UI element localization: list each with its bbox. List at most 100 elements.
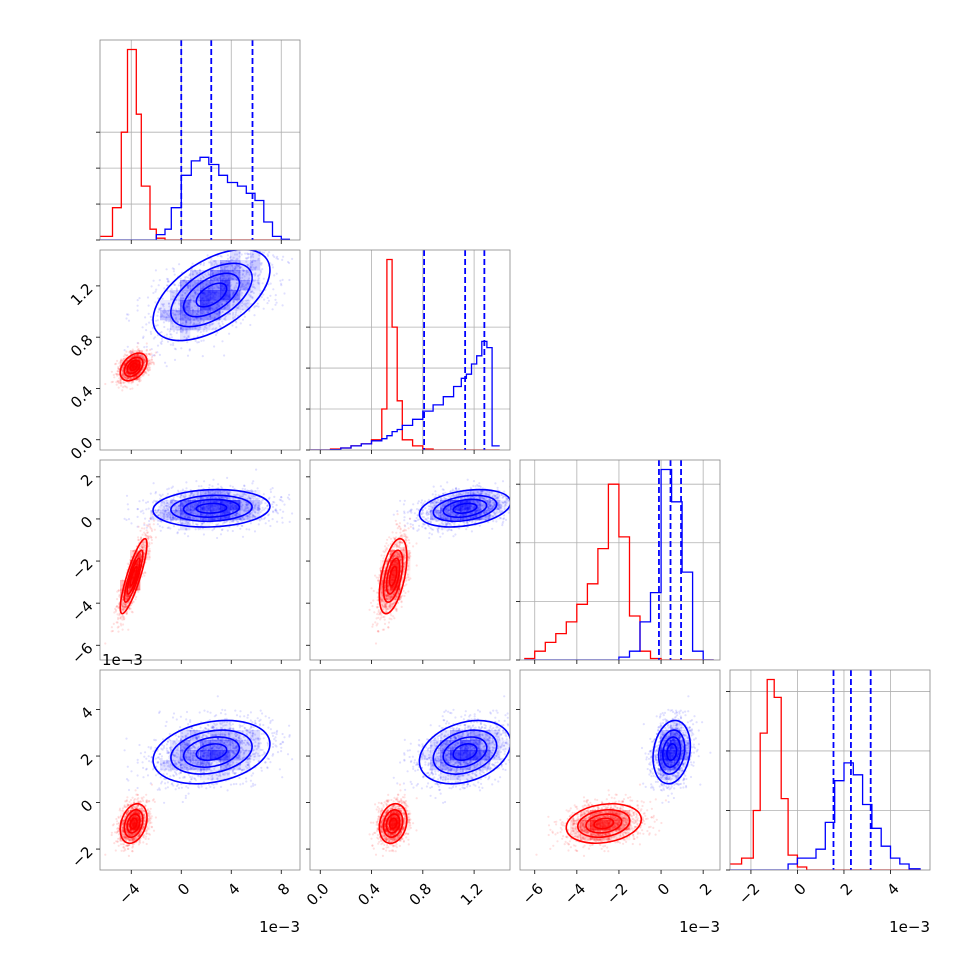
y-tick-label: 0.8 [67,331,97,361]
density-bin [140,810,151,821]
y-tick-label: 2 [77,750,96,769]
density-bin [460,500,471,511]
contour-line [418,488,510,528]
contour-line [378,802,408,845]
histogram-blue-2 [524,468,714,660]
density-bin [660,770,671,781]
density-bin [220,310,231,321]
density-bin [680,750,691,761]
hist-panel-2 [516,459,721,664]
x-tick-label: −4 [561,880,589,908]
panel-frame [99,249,301,451]
density-bin [480,750,491,761]
density-bin [250,730,261,741]
density-bin [130,350,141,361]
density-bin [220,260,231,271]
density-bin [440,730,451,741]
panel-frame [99,39,301,241]
contour-line [442,736,488,768]
density-bin [580,810,591,821]
contour-line [652,719,692,785]
density-bin [460,750,471,761]
density-bin [180,760,191,771]
density-bin [170,500,181,511]
density-bin [590,830,601,841]
x-tick-label: 1.2 [457,880,487,910]
contour-line [126,813,141,834]
density-bin [620,830,631,841]
panel-frame [309,669,511,871]
histogram-blue-3 [730,762,921,870]
panel-frame [729,669,931,871]
density-bin [200,300,211,311]
density-bin [600,810,611,821]
density-bin [490,750,501,761]
density-bin [460,510,471,521]
y-tick-label: 0.0 [67,434,97,464]
density-bin [240,750,251,761]
density-bin [470,770,481,781]
density-bin [490,730,501,741]
density-bin [200,500,211,511]
contour-line [119,537,148,615]
density-bin [230,310,241,321]
density-bin [250,290,261,301]
density-bin [200,270,211,281]
density-bin [240,490,251,501]
density-bin [230,500,241,511]
density-bin [500,740,510,751]
x-scale-label: 1e−3 [889,918,930,936]
density-bin [450,740,461,751]
density-bin [230,490,241,501]
density-bin [190,750,201,761]
contour-line [195,502,228,514]
density-bin [210,760,221,771]
contour-line [432,729,498,775]
contour-line [382,549,404,603]
x-tick-label: 0.8 [406,880,436,910]
density-bin [250,260,261,271]
x-tick-label: −6 [519,880,547,908]
density-bin [220,720,231,731]
density-bin [380,820,391,831]
contour-line [388,565,398,587]
density-bin [620,810,631,821]
x-tick-label: 0 [654,880,673,899]
density-bin [590,810,601,821]
contour-line [119,802,148,845]
density-bin [190,510,201,521]
density-bin [200,750,211,761]
density-bin [140,820,151,831]
y-tick-label: −6 [68,639,96,667]
density-bin [240,740,251,751]
density-bin [450,510,461,521]
density-bin [210,260,221,271]
density-bin [180,300,191,311]
contour-line [182,736,241,768]
density-bin [200,510,211,521]
density-bin [460,770,471,781]
density-bin [240,300,251,311]
density-bin [380,830,391,841]
density-bin [450,770,461,781]
density-bin [240,500,251,511]
density-bin [440,520,451,531]
density-bin [130,360,141,371]
density-bin [400,820,411,831]
density-bin [160,300,171,311]
density-bin [180,290,191,301]
x-tick-label: 0.4 [354,880,384,910]
density-bin [470,760,481,771]
hist-panel-1 [306,249,511,454]
density-bin [390,580,401,591]
density-bin [430,510,441,521]
density-bin [480,500,491,511]
y-tick-label: 0 [77,513,96,532]
contour-line [152,488,271,528]
density-bin [470,730,481,741]
density-bin [180,730,191,741]
panel-frame [309,459,511,661]
density-bin [180,750,191,761]
x-tick-label: 0.0 [303,880,333,910]
density-bin [220,760,231,771]
